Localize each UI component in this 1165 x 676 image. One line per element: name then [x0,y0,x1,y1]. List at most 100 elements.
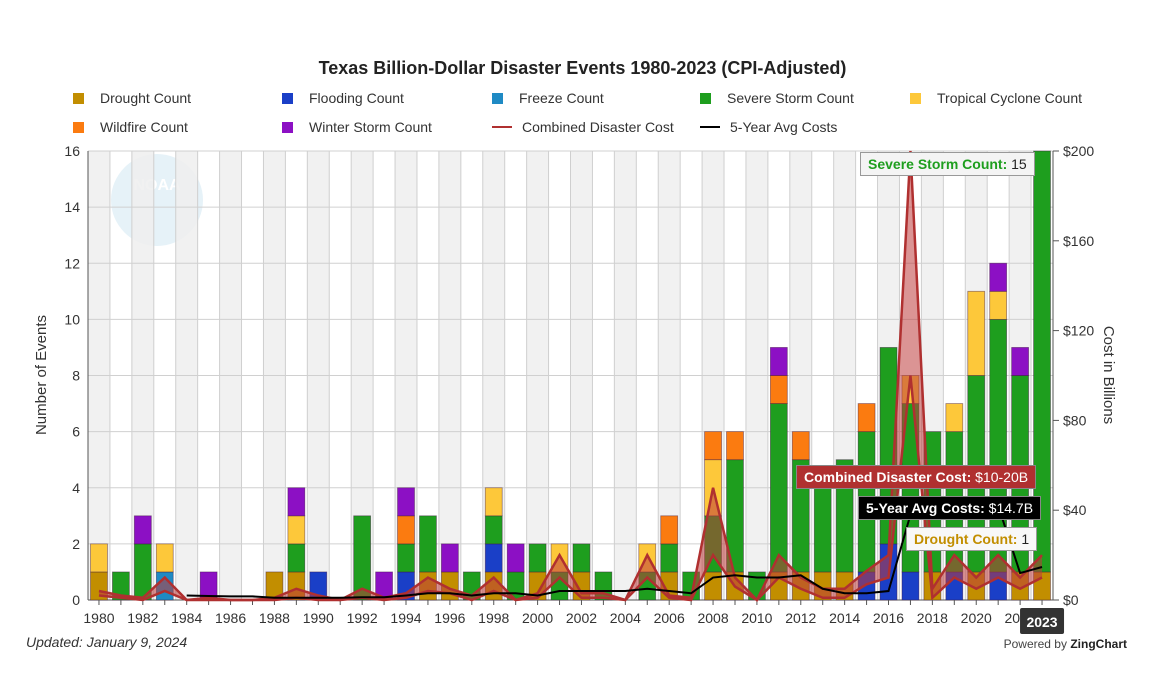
legend-item[interactable]: Drought Count [73,90,191,106]
bar-segment-severe-storm-count [572,543,591,573]
legend-label: Tropical Cyclone Count [937,90,1082,106]
bar-segment-severe-storm-count [353,515,372,601]
bar-segment-winter-storm-count [397,487,415,517]
x-tick-label: 1990 [303,610,334,626]
powered-brand: ZingChart [1070,637,1127,651]
y-tick-label: 8 [72,368,80,384]
y-tick-label: 14 [64,199,80,215]
tooltip-5yr-avg: 5-Year Avg Costs: $14.7B [858,496,1042,520]
y-axis-title: Number of Events [33,315,50,435]
tooltip-value: $14.7B [988,500,1034,516]
legend-label: Flooding Count [309,90,404,106]
legend-item[interactable]: Winter Storm Count [282,119,432,135]
bar-segment-wildfire-count [791,431,810,461]
legend-marker [282,92,293,104]
bar-segment-winter-storm-count [506,543,525,573]
bar-segment-winter-storm-count [1011,347,1029,376]
bar-segment-wildfire-count [397,515,415,545]
y-tick-label: 12 [64,255,80,271]
bar-segment-severe-storm-count [419,515,437,573]
x-tick-label: 1986 [215,610,246,626]
x-tick-label: 2002 [566,610,597,626]
bar-segment-flooding-count [484,543,503,573]
avg-cost-line [186,504,1043,599]
legend-marker [700,126,720,128]
tooltip-label: 5-Year Avg Costs: [866,500,985,516]
bar-segment-flooding-count [901,571,920,601]
y-tick-label: 2 [72,536,80,552]
legend-label: 5-Year Avg Costs [730,119,838,135]
bar-segment-severe-storm-count [813,487,832,573]
legend-marker [73,92,84,104]
bar-segment-wildfire-count [769,375,788,404]
bar-segment-tropical-cyclone-count [155,543,174,573]
bar-segment-winter-storm-count [441,543,459,573]
x-tick-label: 1988 [259,610,290,626]
tooltip-value: $10-20B [975,469,1029,485]
powered-prefix: Powered by [1003,637,1067,651]
bar-segment-winter-storm-count [287,487,306,517]
x-tick-label: 1982 [127,610,158,626]
bar-segment-severe-storm-count [769,403,788,573]
tooltip-combined-cost: Combined Disaster Cost: $10-20B [796,465,1037,489]
y-tick-label: 4 [72,480,80,496]
x-tick-label: 1992 [347,610,378,626]
bar-segment-severe-storm-count [528,543,547,573]
legend-item[interactable]: Flooding Count [282,90,404,106]
bar-segment-severe-storm-count [287,543,306,573]
y2-tick-label: $200 [1063,143,1094,159]
y-tick-label: 0 [72,592,80,608]
x-highlight-box [1020,608,1065,634]
x-tick-label: 2004 [610,610,641,626]
bar-segment-tropical-cyclone-count [90,543,108,573]
legend-marker [492,92,503,104]
legend-item[interactable]: Freeze Count [492,90,604,106]
legend-label: Freeze Count [519,90,604,106]
bar-segment-tropical-cyclone-count [287,515,306,545]
legend-label: Combined Disaster Cost [522,119,674,135]
x-tick-label: 1994 [390,610,421,626]
x-tick-label: 2018 [917,610,948,626]
x-tick-label: 2008 [697,610,728,626]
legend-marker [282,121,293,133]
bar-segment-severe-storm-count [1033,150,1051,573]
bar-segment-wildfire-count [704,431,722,461]
x-tick-label: 2000 [522,610,553,626]
y2-tick-label: $80 [1063,412,1087,428]
bar-segment-tropical-cyclone-count [989,290,1008,320]
tooltip-label: Severe Storm Count: [868,156,1008,172]
bar-segment-winter-storm-count [133,515,152,545]
y2-tick-label: $40 [1063,502,1087,518]
bar-segment-wildfire-count [726,431,744,461]
tooltip-value: 15 [1011,156,1027,172]
legend-marker [910,92,921,104]
bar-segment-tropical-cyclone-count [967,290,986,376]
powered-by[interactable]: Powered by ZingChart [1004,637,1127,651]
tooltip-value: 1 [1021,531,1030,547]
bar-segment-severe-storm-count [397,543,415,573]
bar-segment-tropical-cyclone-count [484,487,503,517]
legend-item[interactable]: Wildfire Count [73,119,188,135]
x-tick-label: 1984 [171,610,202,626]
legend-item[interactable]: 5-Year Avg Costs [700,119,837,135]
tooltip-label: Drought Count: [914,531,1018,547]
legend-label: Severe Storm Count [727,90,854,106]
cost-low-line [98,375,1043,602]
legend-item[interactable]: Severe Storm Count [700,90,854,106]
tooltip-drought: Drought Count: 1 [906,527,1038,551]
y-tick-label: 16 [64,143,80,159]
chart-title: Texas Billion-Dollar Disaster Events 198… [318,58,847,78]
legend-item[interactable]: Tropical Cyclone Count [910,90,1082,106]
y2-axis-title: Cost in Billions [1100,326,1117,424]
legend-marker [700,92,711,104]
y2-tick-label: $160 [1063,233,1094,249]
tooltip-label: Combined Disaster Cost: [804,469,972,485]
legend-item[interactable]: Combined Disaster Cost [492,119,674,135]
y2-tick-label: $0 [1063,592,1079,608]
legend-marker [492,126,512,128]
legend-label: Drought Count [100,90,192,106]
bar-segment-severe-storm-count [484,515,503,545]
bar-segment-tropical-cyclone-count [945,403,964,433]
